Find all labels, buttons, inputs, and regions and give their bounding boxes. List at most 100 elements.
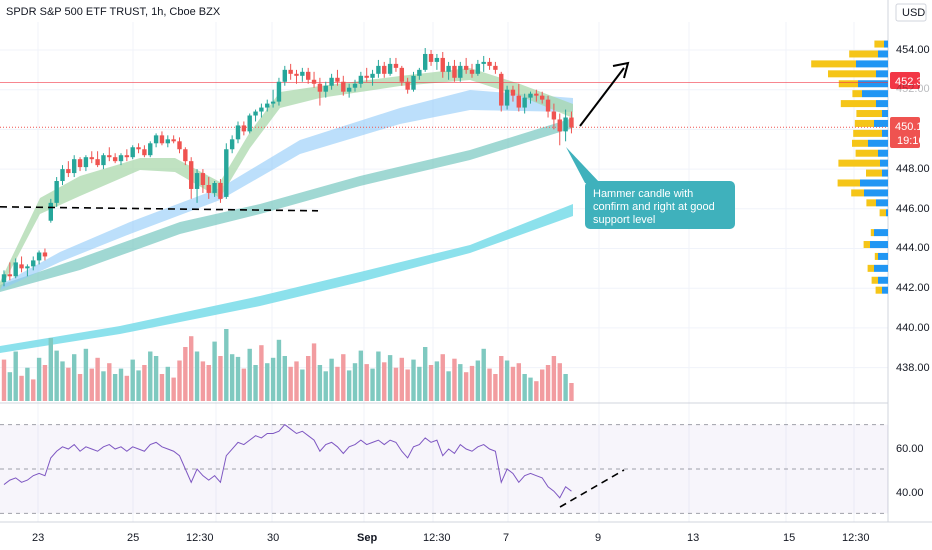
volume-bar [528, 377, 533, 401]
volume-profile-sell-bar [853, 129, 882, 137]
volume-bar [212, 341, 217, 401]
volume-bar [411, 359, 416, 401]
annotation-pointer [566, 147, 600, 183]
candle-body [352, 83, 358, 88]
volume-profile-buy-bar [882, 286, 888, 294]
candle-body [569, 117, 574, 128]
volume-bar [405, 369, 410, 401]
volume-bar [499, 356, 504, 401]
candle-body [446, 65, 451, 72]
volume-bar [335, 366, 340, 401]
candle-body [101, 155, 106, 166]
volume-bar [136, 370, 141, 401]
volume-bar [387, 355, 393, 401]
candle-body [31, 260, 36, 267]
candle-body [487, 61, 492, 66]
candle-body [557, 119, 562, 132]
candle-body [405, 81, 410, 90]
volume-bar [557, 363, 562, 401]
volume-profile-buy-bar [878, 276, 888, 284]
volume-profile-buy-bar [878, 252, 888, 260]
volume-bar [25, 367, 30, 401]
volume-bar [428, 365, 434, 401]
price-marker-timer: 19:16 [897, 135, 925, 147]
volume-bar [276, 339, 282, 401]
time-tick: 25 [127, 532, 139, 544]
price-tick: 442.00 [896, 282, 930, 294]
volume-profile-buy-bar [886, 209, 888, 217]
volume-profile-sell-bar [849, 50, 878, 58]
candle-body [346, 87, 352, 92]
volume-bar [31, 379, 36, 401]
candle-body [276, 81, 282, 102]
candle-body [189, 161, 194, 189]
user-drawings [0, 61, 630, 212]
volume-profile-buy-bar [858, 80, 888, 88]
time-tick: 9 [595, 532, 601, 544]
volume-profile-buy-bar [882, 110, 888, 118]
volume-profile-buy-bar [874, 264, 888, 272]
candle-body [25, 266, 30, 269]
candle-body [499, 73, 504, 106]
candle-body [13, 262, 18, 277]
candle-body [153, 135, 159, 144]
candle-body [510, 89, 516, 96]
volume-bar [317, 365, 323, 401]
volume-profile-buy-bar [868, 139, 888, 147]
volume-bar [423, 347, 428, 401]
volume-bar [288, 366, 293, 401]
candle-body [259, 107, 264, 112]
candle-body [224, 149, 229, 197]
volume-profile-sell-bar [854, 119, 874, 127]
volume-bar [112, 374, 118, 401]
volume-bar [42, 365, 48, 401]
candle-body [7, 274, 13, 277]
price-tick: 448.00 [896, 163, 930, 175]
volume-profile-sell-bar [840, 100, 876, 108]
candle-body [118, 155, 124, 162]
annotation-callout[interactable]: Hammer candle with confirm and right at … [566, 147, 735, 229]
candle-body [124, 155, 130, 158]
time-tick: 30 [267, 532, 279, 544]
volume-bar [346, 370, 352, 401]
volume-profile-buy-bar [880, 159, 888, 167]
candle-body [112, 157, 118, 162]
candle-body [183, 149, 188, 162]
candle-body [311, 79, 317, 84]
volume-bar [48, 338, 53, 401]
volume-bar [165, 366, 170, 401]
volume-bar [253, 365, 258, 401]
volume-profile-sell-bar [870, 229, 874, 237]
volume-bar [72, 354, 77, 401]
volume-bar [270, 357, 276, 401]
candles [1, 48, 574, 287]
ema-fast-band [0, 68, 573, 290]
volume-bar [382, 362, 387, 401]
volume-bar [540, 369, 545, 401]
volume-profile-buy-bar [876, 70, 888, 78]
price-tick: 450.00 [896, 123, 930, 135]
currency-button[interactable]: USD [902, 7, 925, 19]
rsi-tick: 60.00 [896, 443, 924, 455]
volume-bar [469, 365, 475, 401]
volume-bar [446, 371, 451, 401]
volume-profile-sell-bar [838, 159, 880, 167]
candle-body [288, 69, 293, 74]
volume-profile-sell-bar [838, 80, 858, 88]
volume-bar [440, 354, 445, 401]
dashed-support-line [0, 206, 319, 212]
volume-profile-sell-bar [851, 189, 864, 197]
volume-bar [130, 359, 135, 401]
candle-body [335, 77, 340, 82]
volume-bar [434, 361, 440, 401]
volume-bar [247, 348, 252, 401]
volume-bar [153, 356, 159, 401]
time-tick: 12:30 [186, 532, 214, 544]
price-marker-red-label: 452.36 [895, 76, 929, 88]
candle-body [551, 111, 557, 120]
candle-body [528, 93, 533, 98]
candle-body [428, 53, 434, 62]
volume-bar [118, 368, 124, 401]
volume-bar [19, 375, 24, 401]
